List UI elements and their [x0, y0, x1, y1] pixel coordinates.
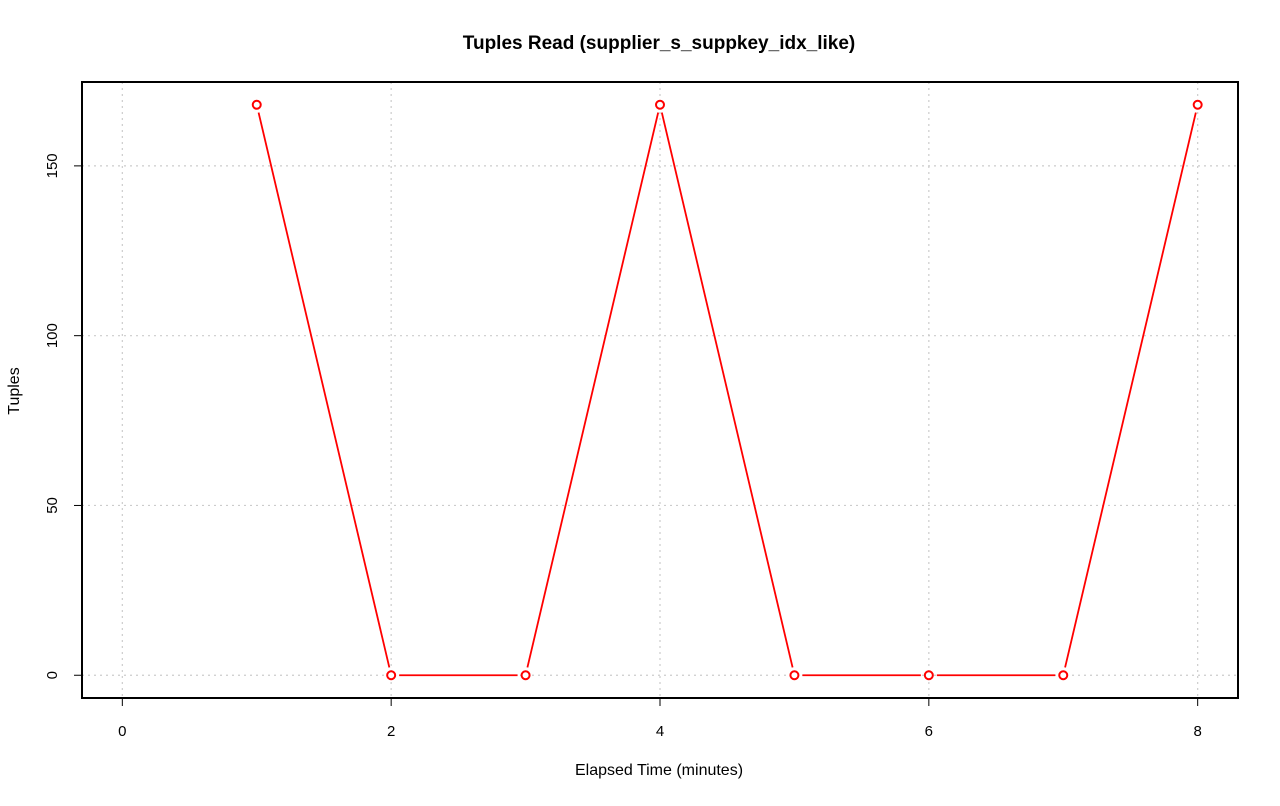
data-point [520, 670, 531, 681]
x-tick-label: 4 [656, 723, 664, 740]
data-point [923, 670, 934, 681]
series-line-segment [526, 112, 660, 668]
grid-lines [82, 82, 1238, 698]
data-point [789, 670, 800, 681]
x-tick-label: 6 [925, 723, 933, 740]
y-tick-label: 50 [44, 497, 61, 514]
y-tick-label: 0 [44, 671, 61, 679]
y-axis-label: Tuples [6, 367, 23, 414]
series-line-segment [660, 112, 794, 668]
series-line-segment [257, 112, 391, 668]
data-series [251, 99, 1203, 681]
data-point [1058, 670, 1069, 681]
data-point [386, 670, 397, 681]
chart-title: Tuples Read (supplier_s_suppkey_idx_like… [463, 33, 855, 54]
y-tick-label: 150 [44, 153, 61, 178]
y-tick-label: 100 [44, 323, 61, 348]
data-point [1192, 99, 1203, 110]
data-point [251, 99, 262, 110]
x-axis-label: Elapsed Time (minutes) [575, 762, 743, 779]
plot-frame [81, 81, 1239, 699]
series-line-segment [1064, 112, 1197, 668]
x-tick-label: 0 [118, 723, 126, 740]
x-tick-label: 8 [1194, 723, 1202, 740]
data-point [655, 99, 665, 110]
x-tick-label: 2 [387, 723, 395, 740]
axes: 0 2 4 6 8 0 50 100 150 [44, 153, 1202, 740]
